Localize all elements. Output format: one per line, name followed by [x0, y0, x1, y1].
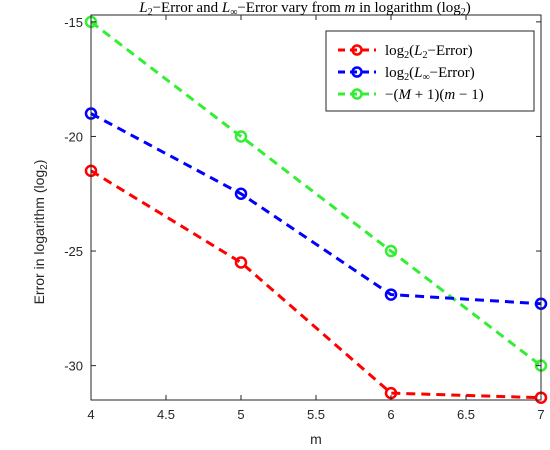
legend-marker-l2	[351, 44, 363, 56]
legend-label-linf: log2(L∞−Error)	[385, 65, 475, 83]
legend-entry-l2: log2(L2−Error)	[338, 43, 473, 61]
x-ticks: 4 4.5 5 5.5 6 6.5 7	[87, 15, 545, 422]
x-tick-label: 5	[237, 407, 244, 422]
data-point-l2	[234, 256, 248, 269]
x-tick-label: 5.5	[307, 407, 325, 422]
legend-label-reference: −(M + 1)(m − 1)	[385, 87, 484, 103]
y-tick-label: -30	[64, 359, 83, 374]
series-layer	[84, 15, 548, 404]
chart-title: L2−Error and L∞−Error vary from m in log…	[138, 0, 471, 18]
legend: log2(L2−Error) log2(L∞−Error) −(M + 1)(m…	[325, 30, 535, 112]
legend-marker-linf	[351, 66, 363, 78]
y-ticks: -30 -25 -20 -15	[64, 15, 541, 374]
legend-marker-reference	[351, 88, 363, 100]
series-line-linf	[90, 112, 542, 306]
legend-entry-reference: −(M + 1)(m − 1)	[338, 87, 484, 103]
legend-label-l2: log2(L2−Error)	[385, 43, 473, 61]
x-tick-label: 6	[387, 407, 394, 422]
x-tick-label: 4	[87, 407, 94, 422]
x-tick-label: 4.5	[157, 407, 175, 422]
series-line-reference	[90, 20, 542, 367]
series-line-l2	[90, 169, 542, 400]
y-tick-label: -25	[64, 244, 83, 259]
y-tick-label: -15	[64, 15, 83, 30]
x-tick-label: 7	[537, 407, 544, 422]
legend-entry-linf: log2(L∞−Error)	[338, 65, 475, 83]
x-axis-label: m	[310, 431, 322, 447]
y-axis-label: Error in logarithm (log2)	[31, 160, 50, 305]
data-point-reference	[234, 130, 248, 143]
data-point-linf	[234, 187, 248, 200]
data-point-reference	[384, 244, 398, 258]
x-tick-label: 6.5	[457, 407, 475, 422]
data-point-linf	[384, 288, 398, 301]
y-tick-label: -20	[64, 129, 83, 144]
